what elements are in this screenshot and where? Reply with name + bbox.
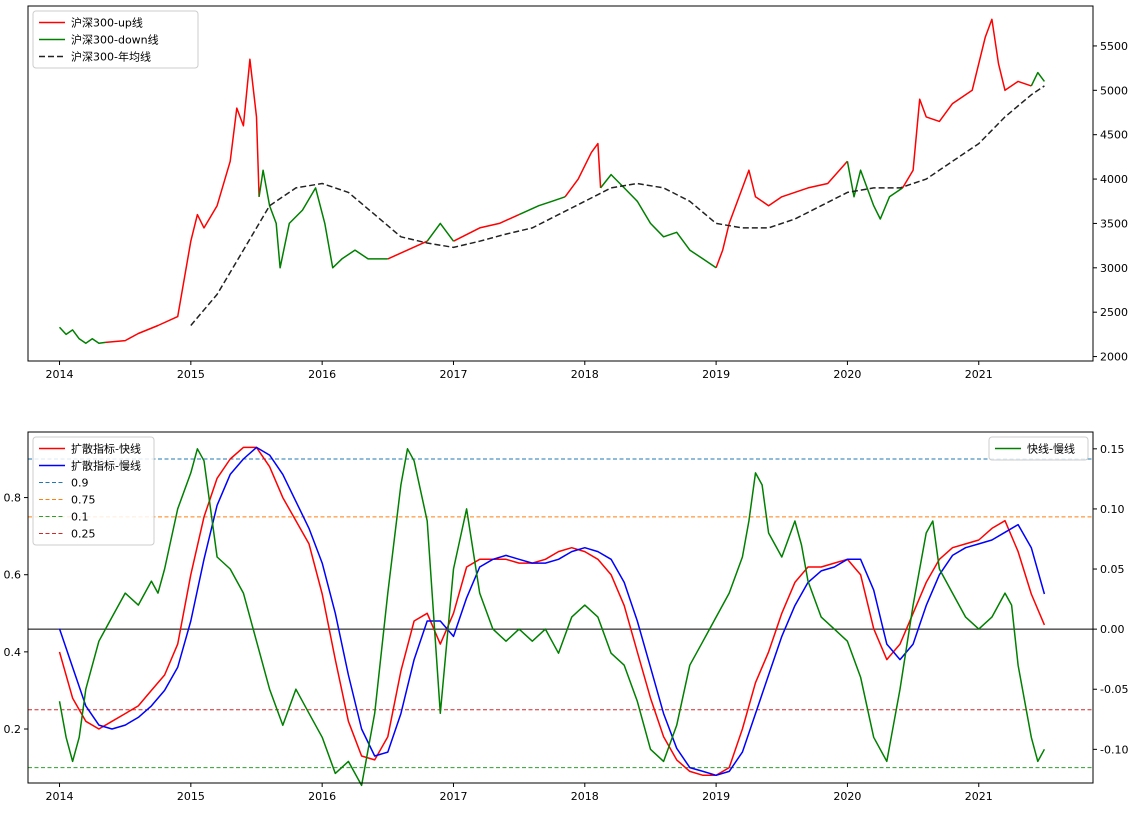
bottom-ytick-left-label-0: 0.2 (4, 723, 22, 736)
bottom-series-2-line-0 (58, 448, 1046, 787)
bottom-ytick-left-label-2: 0.6 (4, 569, 22, 582)
top-xtick-label-0: 2014 (46, 368, 74, 381)
top-ytick-right-label-1: 2500 (1100, 306, 1128, 319)
top-frame (27, 5, 1094, 362)
bottom-ytick-right-label-4: 0.10 (1100, 503, 1125, 516)
top-legend-main-label-1: 沪深300-down线 (71, 33, 159, 47)
bottom-legend-right-box (988, 436, 1089, 461)
top-xtick-label-6: 2020 (833, 368, 861, 381)
top-ytick-right-label-0: 2000 (1100, 351, 1128, 364)
top-series-0-line-2 (453, 213, 520, 242)
top-xtick-label-3: 2017 (439, 368, 467, 381)
top-xtick-label-4: 2018 (571, 368, 599, 381)
top-series-0-line-1 (387, 240, 428, 260)
top-ytick-right-label-4: 4000 (1100, 173, 1128, 186)
bottom-xtick-label-3: 2017 (439, 790, 467, 803)
bottom-legend-left-label-0: 扩散指标-快线 (71, 442, 141, 456)
bottom-ytick-left-label-1: 0.4 (4, 646, 22, 659)
bottom-series-0-line-0 (58, 446, 1046, 777)
top-legend-main-box (32, 10, 199, 69)
bottom-legend-left-box (32, 436, 155, 546)
bottom-legend-left-label-1: 扩散指标-慢线 (71, 459, 141, 473)
top-legend-main-label-2: 沪深300-年均线 (71, 50, 151, 64)
top-xtick-label-2: 2016 (308, 368, 336, 381)
top-legend-main-label-0: 沪深300-up线 (71, 16, 143, 30)
top-series-2-line-0 (190, 85, 1045, 326)
top-ytick-right-label-5: 4500 (1100, 129, 1128, 142)
bottom-ytick-right-label-2: 0.00 (1100, 623, 1125, 636)
bottom-ytick-right-label-1: -0.05 (1100, 683, 1128, 696)
bottom-chart: 2014 2015 2016 2017 2018 2019 2020 2021 -0.10 -0.… (4, 431, 1128, 803)
top-series-0-line-4 (715, 160, 848, 269)
bottom-legend-left-label-2: 0.9 (71, 477, 89, 490)
top-ytick-right-label-7: 5500 (1100, 40, 1128, 53)
bottom-xtick-label-0: 2014 (46, 790, 74, 803)
top-series-0-line-5 (901, 18, 1032, 189)
bottom-xtick-label-5: 2019 (702, 790, 730, 803)
bottom-legend-left-label-4: 0.1 (71, 511, 89, 524)
bottom-legend-left-label-3: 0.75 (71, 494, 96, 507)
top-xtick-label-1: 2015 (177, 368, 205, 381)
bottom-legend-left-label-5: 0.25 (71, 528, 96, 541)
bottom-legend-right-label-0: 快线-慢线 (1027, 442, 1075, 456)
top-chart: 2014 2015 2016 2017 2018 2019 2020 2021 2000 2500… (27, 5, 1128, 381)
bottom-xtick-label-6: 2020 (833, 790, 861, 803)
top-series-1-line-1 (258, 169, 388, 269)
top-ytick-right-label-2: 3000 (1100, 262, 1128, 275)
top-ytick-right-label-6: 5000 (1100, 84, 1128, 97)
bottom-xtick-label-4: 2018 (571, 790, 599, 803)
top-series-0-line-3 (564, 142, 602, 198)
top-ytick-right-label-3: 3500 (1100, 217, 1128, 230)
bottom-ytick-right-label-5: 0.15 (1100, 443, 1125, 456)
bottom-ytick-left-label-3: 0.8 (4, 492, 22, 505)
top-xtick-label-5: 2019 (702, 368, 730, 381)
bottom-ytick-right-label-3: 0.05 (1100, 563, 1125, 576)
top-series-1-line-4 (600, 173, 717, 269)
top-xtick-label-7: 2021 (965, 368, 993, 381)
top-series-1-line-2 (426, 222, 455, 242)
top-plot-area (58, 18, 1045, 345)
top-series-1-line-5 (846, 161, 904, 220)
bottom-series-1-line-0 (58, 446, 1046, 777)
bottom-frame (27, 431, 1094, 784)
bottom-plot-area (28, 446, 1093, 787)
bottom-legend-right: 快线-慢线 (988, 436, 1089, 461)
bottom-xtick-label-7: 2021 (965, 790, 993, 803)
top-series-1-line-0 (58, 326, 106, 345)
top-series-0-line-0 (105, 58, 260, 344)
top-series-1-line-6 (1030, 71, 1045, 87)
bottom-xtick-label-1: 2015 (177, 790, 205, 803)
bottom-xtick-label-2: 2016 (308, 790, 336, 803)
top-series-1-line-3 (518, 196, 566, 216)
bottom-ytick-right-label-0: -0.10 (1100, 743, 1128, 756)
